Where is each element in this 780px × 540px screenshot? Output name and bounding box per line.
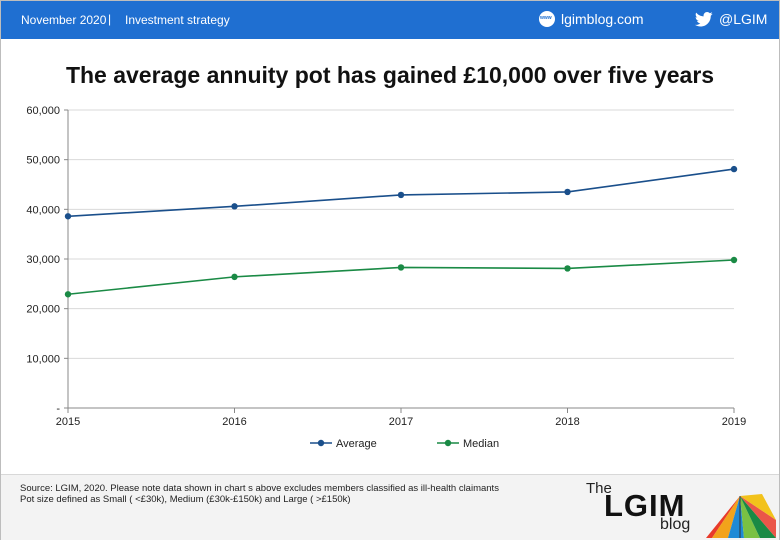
umbrella-logo-icon	[706, 494, 776, 538]
data-point-average	[231, 203, 238, 210]
header-category[interactable]: Investment strategy	[125, 13, 230, 27]
series-lines	[64, 165, 738, 298]
x-tick-label: 2018	[555, 416, 579, 428]
x-axis-labels: 2015 2016 2017 2018 2019	[56, 416, 746, 428]
line-chart: - 10,000 20,000 30,000 40,000 50,000 60,000 20…	[26, 105, 746, 450]
chart-legend: Average Median	[310, 438, 499, 450]
x-tick-label: 2019	[722, 416, 746, 428]
data-point-average	[730, 165, 738, 173]
y-tick-label: 50,000	[26, 155, 60, 167]
y-tick-label: 20,000	[26, 304, 60, 316]
data-point-average	[397, 191, 405, 199]
y-tick-label: -	[56, 403, 60, 415]
chart-title: The average annuity pot has gained £10,0…	[65, 62, 715, 88]
data-point-median	[730, 256, 738, 264]
logo-blog: blog	[660, 516, 691, 533]
data-point-average	[564, 188, 571, 196]
x-tick-label: 2017	[389, 416, 413, 428]
header-separator: |	[108, 12, 112, 26]
x-tick-label: 2016	[222, 416, 246, 428]
twitter-icon	[695, 11, 713, 26]
data-point-median	[64, 291, 72, 298]
logo-lgim: LGIM	[604, 488, 686, 523]
data-point-median	[564, 265, 571, 272]
twitter-link[interactable]: @LGIM	[695, 11, 767, 27]
legend-swatch-marker	[444, 439, 452, 447]
logo-the: The	[586, 480, 612, 497]
y-tick-label: 30,000	[26, 254, 60, 266]
x-tick-label: 2015	[56, 416, 80, 428]
footer-band	[1, 474, 779, 540]
top-bar: November 2020 | Investment strategy lgim…	[1, 1, 779, 39]
website-link[interactable]: lgimblog.com	[539, 11, 643, 27]
globe-icon	[539, 11, 555, 27]
chart-axes	[64, 109, 735, 413]
legend-swatch-marker	[317, 439, 325, 447]
header-date: November 2020	[21, 13, 107, 27]
chart-grid	[68, 109, 734, 359]
data-point-median	[231, 273, 238, 281]
legend-label: Average	[336, 438, 377, 450]
y-tick-label: 10,000	[26, 353, 60, 365]
twitter-handle: @LGIM	[719, 11, 768, 27]
source-line-1: Source: LGIM, 2020. Please note data sho…	[20, 483, 499, 494]
y-tick-label: 60,000	[26, 105, 60, 117]
y-tick-label: 40,000	[26, 204, 60, 216]
source-line-2: Pot size defined as Small ( <£30k), Medi…	[20, 494, 351, 505]
data-point-median	[397, 264, 405, 271]
website-label: lgimblog.com	[561, 11, 644, 27]
source-note: Source: LGIM, 2020. Please note data sho…	[20, 483, 540, 505]
y-axis-labels: - 10,000 20,000 30,000 40,000 50,000 60,000	[26, 105, 60, 415]
legend-label: Median	[463, 438, 499, 450]
data-point-average	[64, 213, 72, 220]
